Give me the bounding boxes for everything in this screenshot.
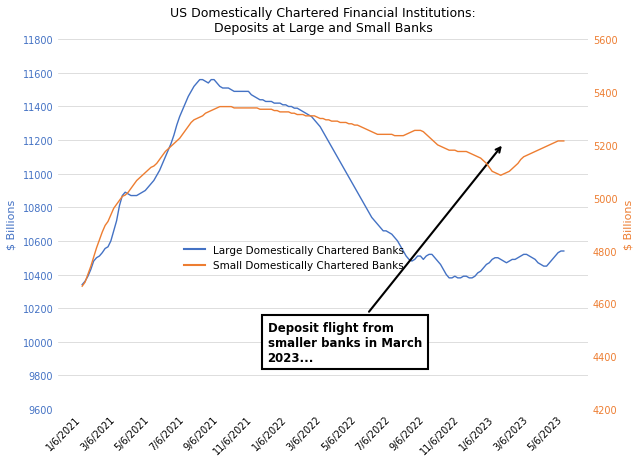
Large Domestically Chartered Banks xyxy=(271,101,278,106)
Line: Small Domestically Chartered Banks: Small Domestically Chartered Banks xyxy=(82,107,564,287)
Large Domestically Chartered Banks xyxy=(196,78,204,83)
Small Domestically Chartered Banks xyxy=(207,108,215,114)
Large Domestically Chartered Banks xyxy=(457,275,465,281)
Large Domestically Chartered Banks xyxy=(491,256,499,261)
Y-axis label: $ Billions: $ Billions xyxy=(623,200,633,250)
Small Domestically Chartered Banks xyxy=(465,151,473,156)
Text: Deposit flight from
smaller banks in March
2023...: Deposit flight from smaller banks in Mar… xyxy=(268,148,500,364)
Large Domestically Chartered Banks xyxy=(540,264,548,269)
Small Domestically Chartered Banks xyxy=(560,139,568,144)
Small Domestically Chartered Banks xyxy=(78,284,86,289)
Large Domestically Chartered Banks xyxy=(78,282,86,288)
Large Domestically Chartered Banks xyxy=(560,249,568,254)
Title: US Domestically Chartered Financial Institutions:
Deposits at Large and Small Ba: US Domestically Chartered Financial Inst… xyxy=(170,7,476,35)
Large Domestically Chartered Banks xyxy=(210,78,218,83)
Legend: Large Domestically Chartered Banks, Small Domestically Chartered Banks: Large Domestically Chartered Banks, Smal… xyxy=(180,241,408,275)
Small Domestically Chartered Banks xyxy=(540,145,548,151)
Small Domestically Chartered Banks xyxy=(271,108,278,114)
Small Domestically Chartered Banks xyxy=(216,105,223,110)
Small Domestically Chartered Banks xyxy=(491,170,499,176)
Large Domestically Chartered Banks xyxy=(465,275,473,281)
Y-axis label: $ Billions: $ Billions xyxy=(7,200,17,250)
Line: Large Domestically Chartered Banks: Large Domestically Chartered Banks xyxy=(82,81,564,285)
Small Domestically Chartered Banks xyxy=(457,150,465,155)
